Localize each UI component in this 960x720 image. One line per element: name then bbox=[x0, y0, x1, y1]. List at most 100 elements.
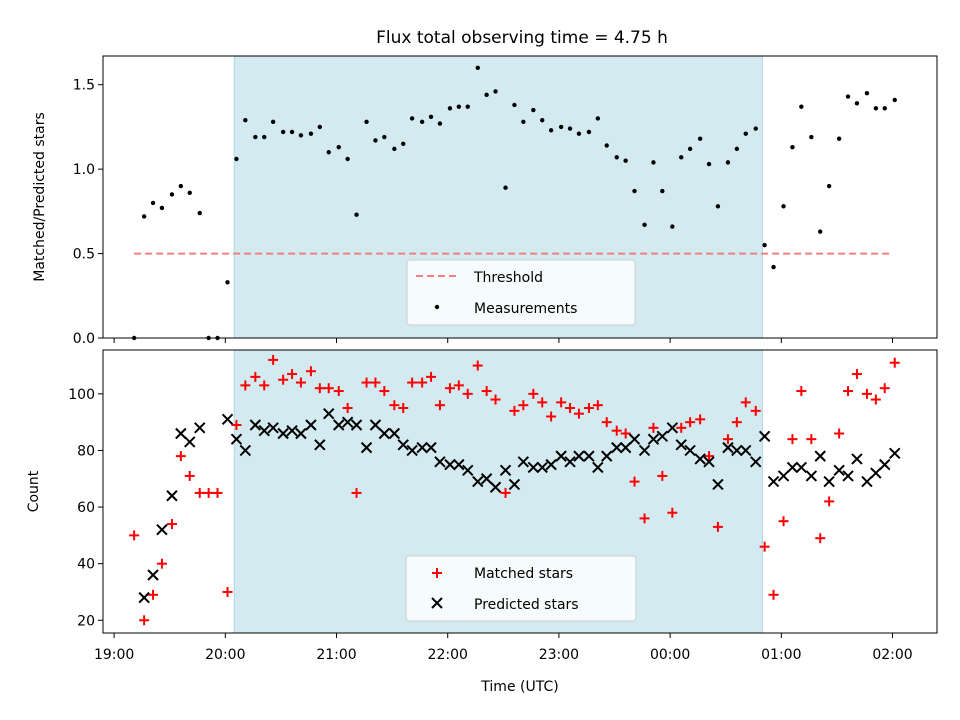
matched-star-point bbox=[490, 394, 501, 405]
measurement-point bbox=[799, 104, 804, 109]
predicted-star-point bbox=[851, 453, 863, 465]
predicted-star-point bbox=[527, 461, 540, 474]
matched-star-point bbox=[565, 403, 576, 414]
predicted-star-point-b bbox=[360, 441, 373, 454]
predicted-star-point-b bbox=[823, 475, 835, 488]
matched-star-point bbox=[166, 519, 177, 530]
measurement-point bbox=[428, 114, 434, 119]
predicted-star-point-b bbox=[684, 444, 696, 457]
measurement-point bbox=[670, 224, 675, 229]
predicted-star-point-b bbox=[147, 569, 159, 581]
top-y-axis-label: Matched/Predicted stars bbox=[32, 112, 48, 282]
measurement-point bbox=[447, 106, 453, 111]
matched-star-point bbox=[462, 388, 473, 399]
measurement-point bbox=[651, 160, 656, 165]
bottom-legend-predicted-label: Predicted stars bbox=[474, 597, 579, 613]
bottom-y-tick-label: 100 bbox=[68, 387, 95, 403]
measurement-point bbox=[484, 92, 489, 98]
matched-star-point bbox=[518, 400, 529, 411]
predicted-star-point bbox=[397, 439, 409, 451]
measurement-point bbox=[475, 65, 480, 71]
top-legend-measurements-label: Measurements bbox=[474, 301, 577, 317]
matched-star-point bbox=[407, 377, 418, 388]
matched-star-point bbox=[212, 487, 223, 498]
x-tick-label: 19:00 bbox=[94, 647, 134, 663]
matched-star-point bbox=[629, 476, 640, 487]
predicted-star-point-b bbox=[499, 464, 512, 476]
measurement-point bbox=[280, 129, 286, 135]
x-tick-label: 22:00 bbox=[428, 647, 468, 663]
predicted-star-point-b bbox=[527, 461, 540, 474]
predicted-star-point bbox=[360, 441, 373, 454]
bottom-panel: 20 40 60 80 100 19:00 20:00 21:00 22:00 23:00 00:0… bbox=[26, 349, 938, 695]
predicted-star-point bbox=[462, 464, 474, 476]
predicted-star-point-b bbox=[156, 523, 168, 536]
matched-star-point bbox=[379, 386, 390, 397]
predicted-star-point-b bbox=[694, 453, 706, 465]
matched-star-point bbox=[740, 397, 751, 408]
matched-star-point bbox=[184, 470, 195, 481]
measurement-point bbox=[623, 158, 628, 163]
matched-star-point bbox=[370, 377, 381, 388]
matched-star-point bbox=[573, 408, 584, 419]
predicted-star-point-b bbox=[777, 470, 790, 482]
measurement-point bbox=[373, 138, 378, 143]
matched-star-point bbox=[759, 541, 770, 552]
predicted-star-point-b bbox=[453, 458, 465, 471]
predicted-star-point bbox=[138, 591, 150, 604]
matched-star-point bbox=[361, 377, 372, 388]
measurement-point bbox=[725, 160, 731, 165]
top-legend-threshold-label: Threshold bbox=[473, 270, 543, 286]
predicted-star-point bbox=[555, 450, 567, 462]
predicted-star-point-b bbox=[480, 473, 493, 485]
x-tick-label: 21:00 bbox=[316, 647, 356, 663]
measurement-point bbox=[882, 106, 887, 111]
predicted-star-point bbox=[619, 441, 632, 454]
predicted-star-point-b bbox=[341, 416, 354, 428]
legend-x-marker-b bbox=[431, 597, 443, 609]
matched-star-point bbox=[268, 354, 279, 365]
top-points-layer bbox=[131, 65, 897, 341]
predicted-star-point bbox=[286, 424, 298, 437]
top-legend: Threshold Measurements bbox=[406, 259, 636, 326]
matched-star-point bbox=[500, 487, 511, 498]
predicted-star-point-b bbox=[611, 441, 623, 454]
measurement-point bbox=[836, 136, 842, 141]
measurement-point bbox=[753, 126, 758, 131]
matched-star-point bbox=[750, 405, 761, 416]
predicted-star-point bbox=[601, 450, 613, 462]
measurement-point bbox=[150, 200, 156, 206]
matched-star-point bbox=[648, 422, 659, 433]
measurement-point bbox=[604, 143, 609, 148]
measurement-point bbox=[141, 214, 147, 219]
matched-star-point bbox=[676, 422, 687, 433]
top-plot-frame bbox=[102, 55, 938, 339]
top-legend-measurements-swatch bbox=[434, 304, 440, 310]
predicted-star-point bbox=[666, 422, 679, 434]
predicted-star-point-b bbox=[758, 430, 771, 443]
predicted-star-point-b bbox=[230, 433, 243, 445]
predicted-star-point bbox=[740, 444, 752, 457]
measurement-point bbox=[317, 124, 323, 130]
predicted-star-point bbox=[536, 461, 548, 474]
predicted-star-point-b bbox=[851, 453, 863, 465]
measurement-point bbox=[826, 183, 832, 189]
measurement-point bbox=[336, 144, 341, 150]
matched-star-point bbox=[295, 377, 306, 388]
legend-x-marker bbox=[431, 597, 443, 609]
predicted-star-point-b bbox=[703, 456, 715, 468]
matched-star-point bbox=[156, 558, 167, 569]
predicted-star-point-b bbox=[350, 419, 363, 431]
matched-star-point bbox=[657, 470, 668, 481]
predicted-star-point-b bbox=[750, 456, 762, 468]
predicted-star-point bbox=[472, 475, 484, 488]
predicted-star-point bbox=[425, 441, 437, 454]
bottom-legend-matched-label: Matched stars bbox=[474, 566, 573, 582]
predicted-star-point bbox=[647, 433, 660, 445]
matched-star-point bbox=[620, 428, 631, 439]
predicted-star-point bbox=[166, 490, 178, 502]
predicted-star-point-b bbox=[397, 439, 409, 451]
matched-star-point bbox=[342, 403, 353, 414]
measurement-point bbox=[540, 117, 545, 123]
measurement-point bbox=[178, 183, 184, 189]
